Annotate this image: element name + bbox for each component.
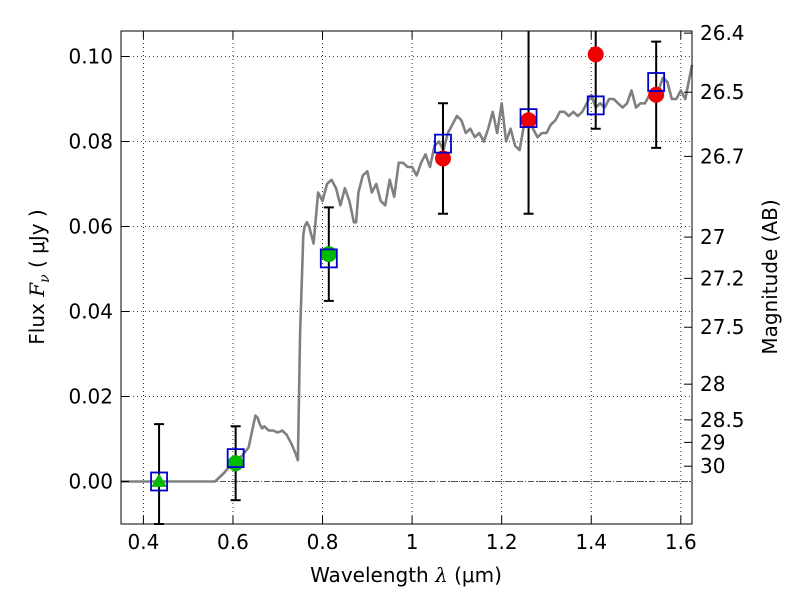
y-tick-label: 0.06 (68, 215, 113, 239)
y-tick-label: 0.10 (68, 45, 113, 69)
y2-tick-label: 28.5 (700, 408, 745, 432)
tick-labels: 0.4 0.6 0.8 1 1.2 1.4 1.6 0.00 0.02 0.04 0.06 0.08 0… (68, 21, 744, 554)
observed-circle-marker (648, 86, 665, 103)
model-photometry-square (519, 108, 538, 129)
y2-tick-label: 29 (700, 430, 725, 454)
y2-tick-label: 28 (700, 372, 725, 396)
model-photometry-square (150, 471, 168, 492)
y-axis-label: Flux Fν ( μJy ) (25, 209, 53, 344)
observed-circle-marker (520, 112, 537, 129)
plot-frame (120, 30, 693, 525)
x-axis-label: Wavelength λ (μm) (310, 563, 502, 587)
x-tick-label: 0.8 (307, 530, 339, 554)
model-photometry-square (647, 72, 666, 92)
y2-tick-label: 27 (700, 225, 725, 249)
x-tick-label: 1 (406, 530, 419, 554)
x-tick-label: 1.2 (486, 530, 518, 554)
y-tick-label: 0.02 (68, 385, 113, 409)
model-photometry-square (586, 95, 605, 116)
x-tick-label: 0.6 (217, 530, 249, 554)
model-photometry-square (226, 448, 245, 469)
model-photometry-square (319, 248, 338, 269)
model-spectrum-layer (121, 64, 694, 483)
observed-circle-marker (434, 150, 451, 167)
observed-circle-marker (587, 46, 604, 63)
y-tick-label: 0.00 (68, 470, 113, 494)
y2-tick-label: 27.2 (700, 266, 745, 290)
observed-circle-marker (227, 455, 244, 472)
x-tick-label: 1.4 (575, 530, 607, 554)
y-tick-label: 0.08 (68, 130, 113, 154)
x-tick-label: 0.4 (127, 530, 159, 554)
y2-tick-label: 26.4 (700, 21, 745, 45)
model-photometry-square (434, 133, 452, 154)
y2-tick-label: 27.5 (700, 315, 745, 339)
model-spectrum-line (121, 64, 694, 483)
ticks (121, 31, 692, 524)
y2-axis-label: Magnitude (AB) (758, 199, 782, 354)
y2-tick-label: 26.5 (700, 80, 745, 104)
y-tick-label: 0.04 (68, 300, 113, 324)
observed-triangle-marker (151, 473, 167, 487)
model-photometry-squares (150, 72, 666, 492)
x-tick-label: 1.6 (665, 530, 697, 554)
y2-tick-label: 26.7 (700, 144, 745, 168)
y2-tick-label: 30 (700, 454, 725, 478)
